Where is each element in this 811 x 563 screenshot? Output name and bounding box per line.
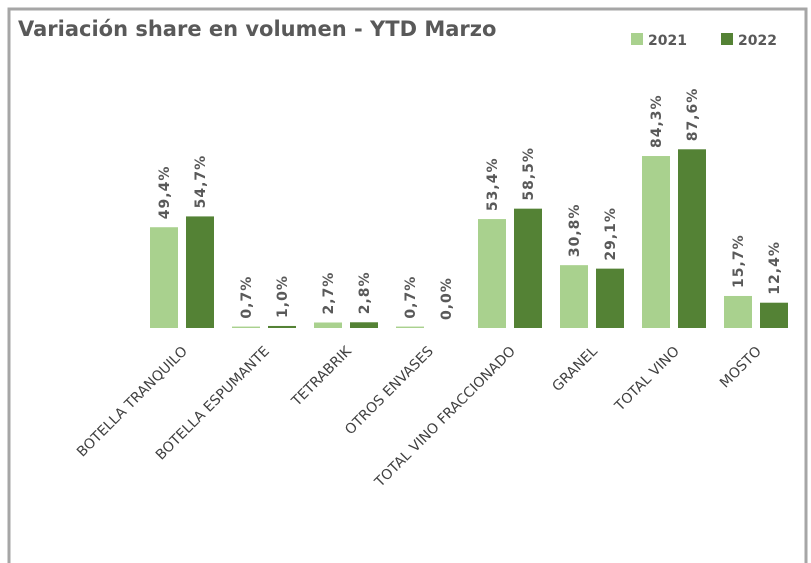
value-label: 0,0% — [439, 277, 455, 320]
bar — [186, 216, 214, 328]
x-tick-label: MOSTO — [717, 344, 765, 392]
bar — [514, 208, 542, 328]
value-label: 29,1% — [603, 207, 619, 261]
x-tick-label: OTROS ENVASES — [342, 343, 437, 438]
value-label: 30,8% — [567, 204, 583, 258]
x-tick-label: GRANEL — [549, 343, 601, 395]
chart-title: Variación share en volumen - YTD Marzo — [18, 17, 496, 41]
bar — [396, 326, 424, 328]
x-tick-label: TOTAL VINO — [611, 344, 682, 415]
bar — [678, 149, 706, 328]
value-label: 2,7% — [321, 272, 337, 315]
value-label: 1,0% — [275, 275, 291, 318]
x-tick-label: TETRABRIK — [288, 343, 355, 410]
value-label: 84,3% — [649, 94, 665, 148]
bar — [150, 227, 178, 328]
bar — [760, 302, 788, 328]
value-label: 0,7% — [403, 276, 419, 319]
value-label: 12,4% — [767, 241, 783, 295]
legend-swatch — [721, 33, 733, 45]
value-label: 0,7% — [239, 276, 255, 319]
bar — [642, 156, 670, 328]
bar — [268, 325, 296, 328]
bar — [314, 322, 342, 328]
value-label: 2,8% — [357, 271, 373, 314]
bar — [478, 219, 506, 328]
value-label: 15,7% — [731, 234, 747, 288]
bar — [560, 265, 588, 328]
legend-swatch — [631, 33, 643, 45]
legend-label: 2021 — [648, 33, 687, 49]
bar — [724, 295, 752, 328]
chart-border — [7, 7, 808, 563]
bar — [350, 322, 378, 328]
x-tick-label: TOTAL VINO FRACCIONADO — [371, 344, 519, 492]
value-label: 87,6% — [685, 88, 701, 142]
value-label: 53,4% — [485, 157, 501, 211]
value-label: 58,5% — [521, 147, 537, 201]
value-label: 49,4% — [157, 166, 173, 220]
bar — [232, 326, 260, 328]
legend-label: 2022 — [738, 33, 777, 49]
bar — [596, 268, 624, 328]
value-label: 54,7% — [193, 155, 209, 209]
